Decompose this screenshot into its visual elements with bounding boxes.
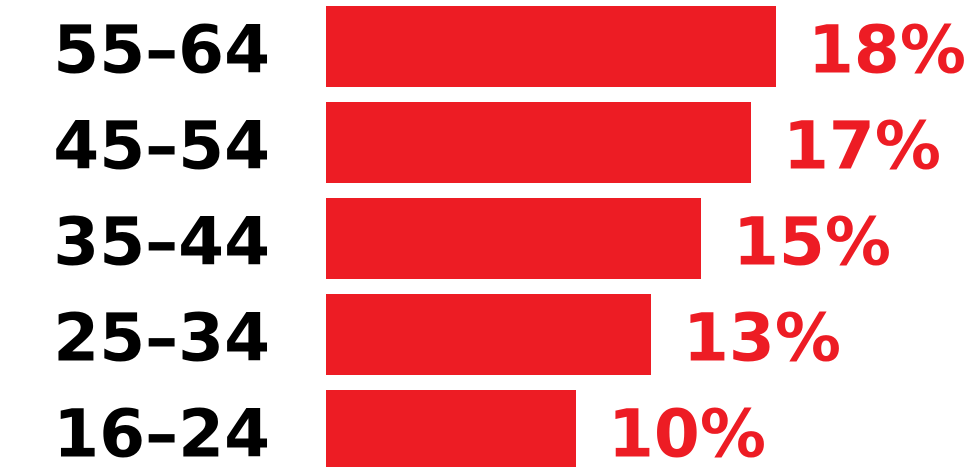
category-label: 55–64 <box>53 11 270 88</box>
bar <box>326 6 776 87</box>
category-label: 35–44 <box>53 203 270 280</box>
bar <box>326 390 576 467</box>
bar <box>326 198 701 279</box>
value-label: 15% <box>733 203 891 280</box>
value-label: 18% <box>808 11 966 88</box>
value-label: 10% <box>608 395 766 467</box>
bar <box>326 294 651 375</box>
bar <box>326 102 751 183</box>
category-label: 16–24 <box>53 395 270 467</box>
category-label: 45–54 <box>53 107 270 184</box>
category-label: 25–34 <box>53 299 270 376</box>
value-label: 17% <box>783 107 941 184</box>
value-label: 13% <box>683 299 841 376</box>
